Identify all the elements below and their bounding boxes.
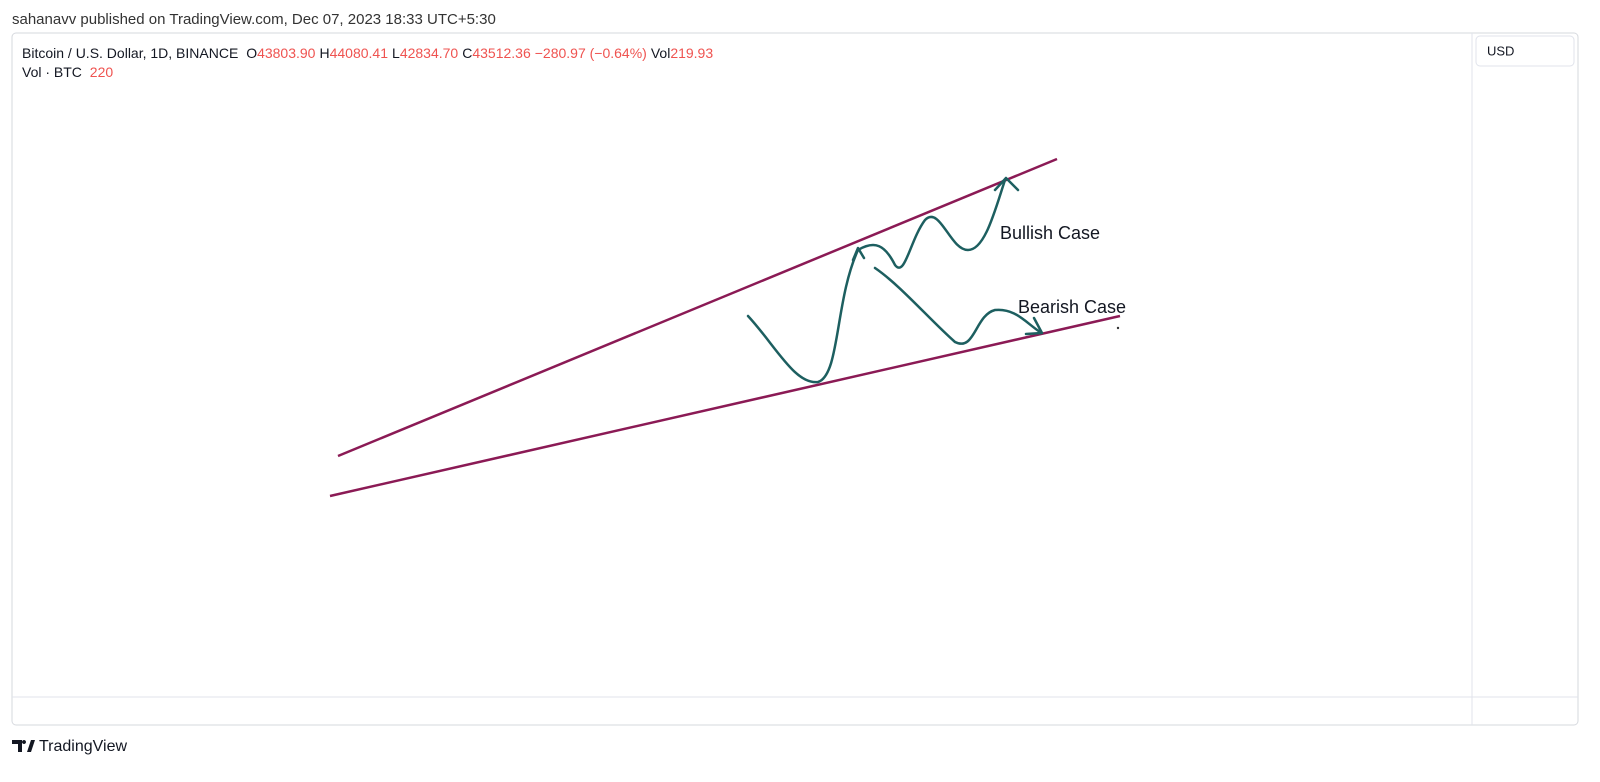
legend-key: Vol bbox=[650, 45, 671, 61]
legend-value: −280.97 (−0.64%) bbox=[534, 45, 647, 61]
currency: USD bbox=[1487, 43, 1514, 58]
dot bbox=[1116, 326, 1120, 330]
brand: TradingView bbox=[39, 738, 127, 755]
volume-legend: Vol · BTC 220 bbox=[22, 64, 117, 80]
legend-key: H bbox=[319, 45, 330, 61]
arrow-head bbox=[993, 176, 1020, 192]
legend-value: 43512.36 bbox=[472, 45, 531, 61]
path-bearish bbox=[873, 266, 1042, 345]
volume-value: 220 bbox=[89, 64, 114, 80]
currency-button[interactable] bbox=[1475, 35, 1575, 67]
annotation: Bearish Case bbox=[1018, 297, 1126, 317]
legend-value: 42834.70 bbox=[399, 45, 459, 61]
arrow-head bbox=[851, 246, 866, 262]
channel-lower bbox=[329, 314, 1121, 498]
legend: Bitcoin / U.S. Dollar, 1D, BINANCE O4380… bbox=[22, 45, 717, 61]
legend-key: C bbox=[462, 45, 473, 61]
publisher: sahanavv published on TradingView.com, D… bbox=[12, 11, 496, 28]
legend-value: 44080.41 bbox=[329, 45, 389, 61]
legend-key: L bbox=[392, 45, 400, 61]
symbol: Bitcoin / U.S. Dollar, 1D, BINANCE bbox=[22, 45, 239, 61]
volume-name: Vol · BTC bbox=[22, 64, 82, 80]
legend-key: O bbox=[246, 45, 258, 61]
legend-value: 43803.90 bbox=[257, 45, 316, 61]
logo-icon bbox=[12, 740, 35, 752]
arrow-head bbox=[1024, 316, 1044, 336]
path-drop bbox=[746, 248, 860, 384]
legend-value: 219.93 bbox=[670, 45, 714, 61]
logo bbox=[12, 740, 35, 752]
annotation: Bullish Case bbox=[1000, 223, 1100, 243]
path-bullish bbox=[856, 178, 1007, 269]
frame bbox=[11, 32, 1579, 726]
channel-upper bbox=[337, 157, 1058, 458]
